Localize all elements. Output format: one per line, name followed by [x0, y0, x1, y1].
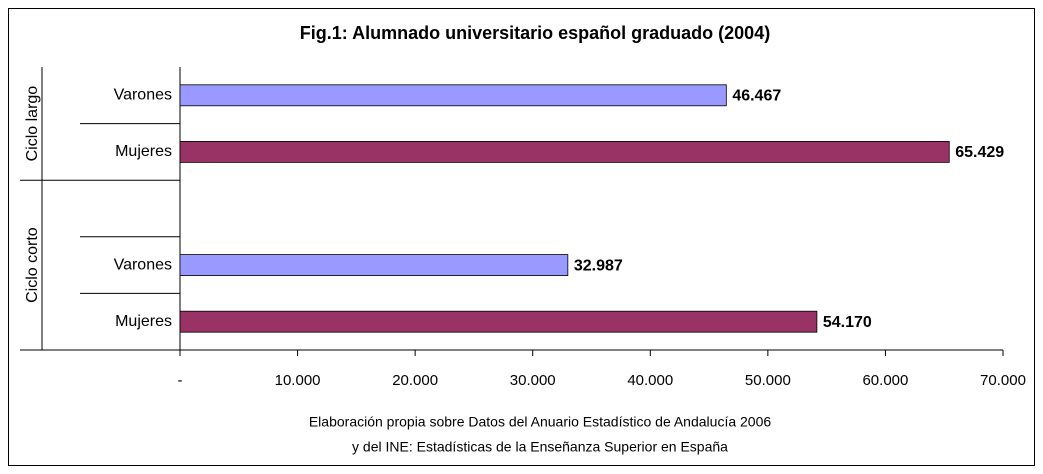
chart-title: Fig.1: Alumnado universitario español gr… [300, 23, 770, 43]
group-label: Ciclo largo [24, 86, 41, 162]
x-tick-label: 30.000 [510, 372, 556, 389]
x-tick-label: 40.000 [627, 372, 673, 389]
bar [179, 310, 818, 333]
x-tick-label: 70.000 [980, 372, 1026, 389]
source-note: Elaboración propia sobre Datos del Anuar… [309, 414, 772, 430]
x-tick-label: 20.000 [392, 372, 438, 389]
source-note: y del INE: Estadísticas de la Enseñanza … [352, 439, 728, 455]
y-tick-label: Mujeres [115, 143, 172, 160]
value-label: 65.429 [955, 144, 1004, 161]
x-tick-label: 60.000 [862, 372, 908, 389]
y-tick-label: Varones [114, 256, 172, 273]
value-label: 54.170 [823, 314, 872, 331]
x-tick-label: 10.000 [275, 372, 321, 389]
value-label: 32.987 [574, 257, 623, 274]
value-label: 46.467 [732, 88, 781, 105]
y-tick-label: Mujeres [115, 313, 172, 330]
y-tick-label: Varones [114, 87, 172, 104]
bar [179, 84, 727, 107]
bar [179, 254, 569, 277]
x-tick-label: - [178, 372, 183, 389]
group-label: Ciclo corto [24, 227, 41, 303]
bar [179, 140, 950, 163]
x-tick-label: 50.000 [745, 372, 791, 389]
